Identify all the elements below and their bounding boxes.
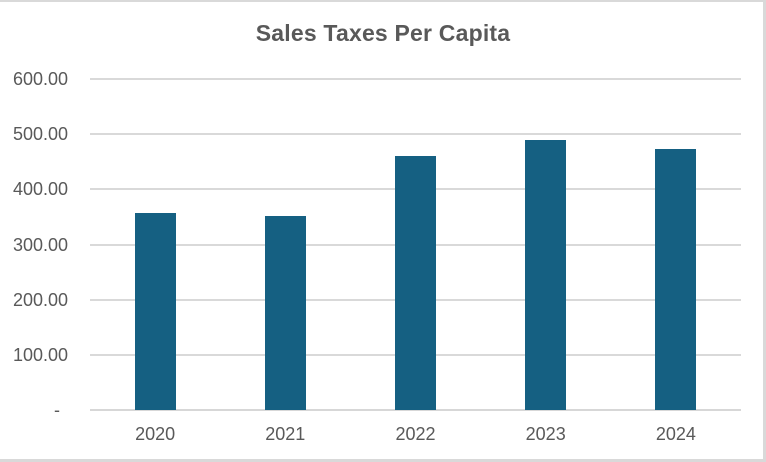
chart-border-right xyxy=(763,0,766,462)
y-tick-label: 600.00 xyxy=(12,69,68,89)
chart-border-top xyxy=(0,0,766,2)
chart-title: Sales Taxes Per Capita xyxy=(255,20,511,46)
bar-2022[interactable] xyxy=(395,156,436,410)
bar-2024[interactable] xyxy=(655,149,697,410)
y-tick-label: 500.00 xyxy=(12,124,68,145)
bar-2021[interactable] xyxy=(264,215,306,410)
gridline xyxy=(90,133,741,136)
y-tick-label: 400.00 xyxy=(12,179,68,200)
gridline xyxy=(90,78,741,80)
x-tick-label: 2023 xyxy=(525,424,566,444)
x-tick-label: 2021 xyxy=(265,424,306,444)
x-tick-label: 2024 xyxy=(655,424,696,444)
y-tick-label: 100.00 xyxy=(12,344,68,365)
chart-border-bottom xyxy=(0,459,766,462)
bar-2023[interactable] xyxy=(525,139,567,410)
bar-2020[interactable] xyxy=(134,212,176,410)
x-tick-label: 2020 xyxy=(135,424,176,444)
y-tick-label: - xyxy=(54,400,60,420)
x-tick-label: 2022 xyxy=(395,424,436,444)
y-tick-label: 200.00 xyxy=(12,289,68,310)
x-axis-line xyxy=(90,409,741,411)
y-tick-label: 300.00 xyxy=(12,234,68,255)
